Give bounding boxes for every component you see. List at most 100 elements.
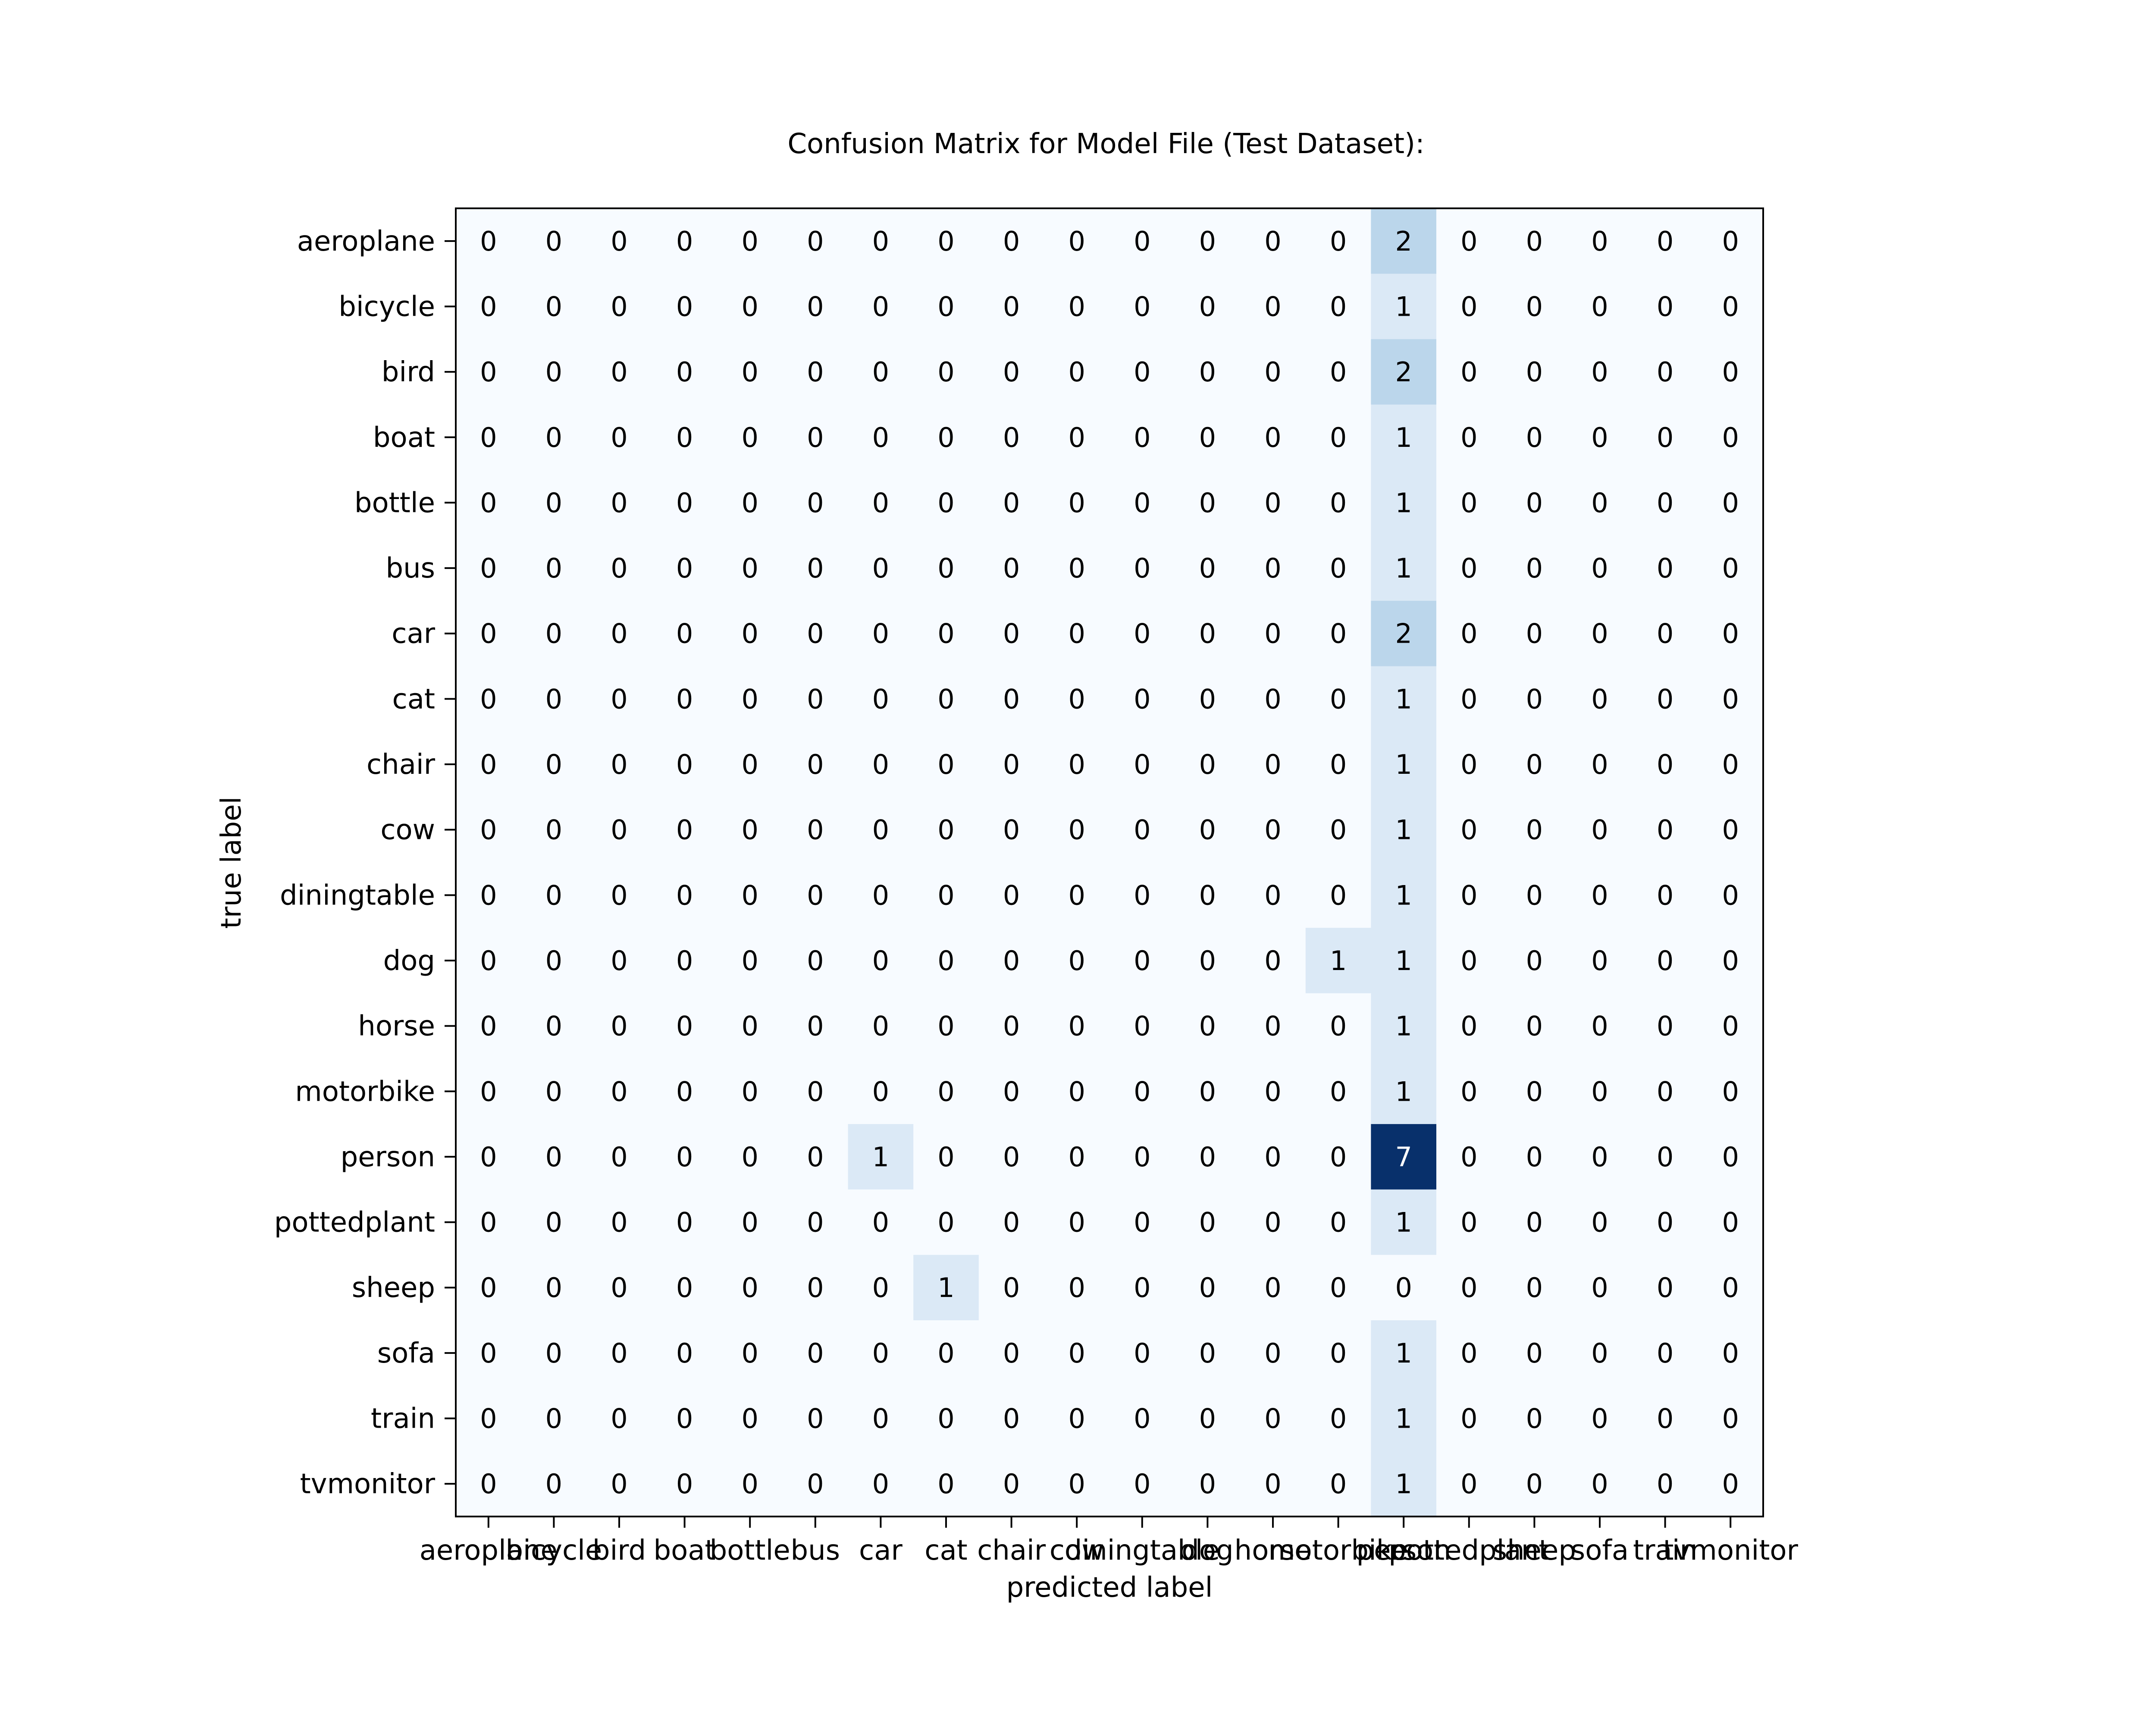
heatmap-cell <box>717 666 783 732</box>
cell-value-label: 0 <box>1460 291 1477 322</box>
heatmap-cell <box>848 797 914 863</box>
heatmap-cell <box>652 862 718 928</box>
cell-value-label: 0 <box>611 1141 627 1173</box>
cell-value-label: 0 <box>611 291 627 322</box>
cell-value-label: 0 <box>807 1338 824 1369</box>
heatmap-cell <box>1240 1124 1306 1190</box>
cell-value-label: 0 <box>807 879 824 911</box>
heatmap-cell <box>717 1189 783 1255</box>
cell-value-label: 0 <box>480 1468 497 1500</box>
cell-value-label: 0 <box>1722 1076 1739 1107</box>
heatmap-cell <box>1436 666 1502 732</box>
cell-value-label: 0 <box>1330 683 1347 715</box>
cell-value-label: 0 <box>611 1338 627 1369</box>
heatmap-cell <box>717 208 783 274</box>
heatmap-cell <box>1044 1451 1110 1517</box>
cell-value-label: 0 <box>1460 1076 1477 1107</box>
heatmap-cell <box>652 1124 718 1190</box>
cell-value-label: 0 <box>480 1403 497 1435</box>
cell-value-label: 0 <box>1134 618 1150 650</box>
cell-value-label: 0 <box>1068 1011 1085 1042</box>
cell-value-label: 0 <box>611 1207 627 1238</box>
heatmap-cell <box>1567 862 1633 928</box>
heatmap-cell <box>1044 273 1110 339</box>
cell-value-label: 0 <box>1134 1011 1150 1042</box>
cell-value-label: 0 <box>1264 1272 1281 1303</box>
cell-value-label: 0 <box>1264 553 1281 584</box>
heatmap-cell <box>783 404 849 471</box>
heatmap-cell <box>913 208 979 274</box>
cell-value-label: 1 <box>872 1141 889 1173</box>
heatmap-cell <box>783 1451 849 1517</box>
cell-value-label: 0 <box>676 356 693 388</box>
heatmap-cell <box>783 928 849 994</box>
cell-value-label: 0 <box>1264 226 1281 257</box>
heatmap-cell <box>1109 470 1175 536</box>
heatmap-cell <box>1305 1255 1371 1321</box>
cell-value-label: 0 <box>545 291 562 322</box>
cell-value-label: 0 <box>1526 226 1543 257</box>
heatmap-cell <box>1501 208 1567 274</box>
heatmap-cell <box>848 1058 914 1124</box>
heatmap-cell <box>586 1320 652 1386</box>
cell-value-label: 0 <box>545 1468 562 1500</box>
x-tick-label: cat <box>924 1535 968 1567</box>
cell-value-label: 0 <box>1526 683 1543 715</box>
heatmap-cell <box>1567 928 1633 994</box>
cell-value-label: 0 <box>1591 945 1608 977</box>
cell-value-label: 0 <box>1722 879 1739 911</box>
heatmap-cell <box>456 600 522 667</box>
cell-value-label: 0 <box>611 1468 627 1500</box>
heatmap-cell <box>1501 1124 1567 1190</box>
cell-value-label: 0 <box>1460 422 1477 453</box>
heatmap-cell <box>913 1385 979 1451</box>
heatmap-cell <box>978 600 1044 667</box>
cell-value-label: 0 <box>1330 1076 1347 1107</box>
cell-value-label: 0 <box>1460 945 1477 977</box>
heatmap-cell <box>1698 1385 1764 1451</box>
cell-value-label: 0 <box>741 226 758 257</box>
heatmap-cell <box>1698 273 1764 339</box>
cell-value-label: 0 <box>1657 422 1673 453</box>
cell-value-label: 0 <box>545 1141 562 1173</box>
cell-value-label: 0 <box>545 1011 562 1042</box>
heatmap-cell <box>456 1189 522 1255</box>
heatmap-cell <box>848 1189 914 1255</box>
y-tick-label: tvmonitor <box>300 1468 436 1500</box>
cell-value-label: 0 <box>1330 1403 1347 1435</box>
heatmap-cell <box>913 273 979 339</box>
cell-value-label: 0 <box>1330 553 1347 584</box>
heatmap-cell <box>717 600 783 667</box>
heatmap-cell <box>1109 993 1175 1059</box>
heatmap-cell <box>1567 1058 1633 1124</box>
heatmap-cell <box>1436 1385 1502 1451</box>
cell-value-label: 0 <box>1003 1468 1020 1500</box>
heatmap-cell <box>1436 1320 1502 1386</box>
heatmap-cell <box>652 1058 718 1124</box>
y-tick-label: sofa <box>377 1338 435 1369</box>
cell-value-label: 0 <box>480 291 497 322</box>
heatmap-cell <box>1175 797 1241 863</box>
cell-value-label: 0 <box>545 749 562 780</box>
heatmap-cell <box>1175 273 1241 339</box>
y-tick-label: sheep <box>352 1272 435 1304</box>
heatmap-cell <box>1044 600 1110 667</box>
heatmap-cell <box>1501 404 1567 471</box>
cell-value-label: 0 <box>1199 1011 1216 1042</box>
cell-value-label: 0 <box>1134 422 1150 453</box>
x-tick-label: aeroplane <box>420 1535 558 1567</box>
heatmap-cell <box>1698 1058 1764 1124</box>
heatmap-cell <box>783 208 849 274</box>
cell-value-label: 0 <box>1526 1011 1543 1042</box>
cell-value-label: 0 <box>1003 814 1020 846</box>
cell-value-label: 0 <box>1003 683 1020 715</box>
heatmap-cell <box>456 1451 522 1517</box>
cell-value-label: 0 <box>807 1403 824 1435</box>
cell-value-label: 0 <box>872 291 889 322</box>
heatmap-cell <box>586 339 652 405</box>
cell-value-label: 0 <box>611 1076 627 1107</box>
cell-value-label: 0 <box>1068 683 1085 715</box>
heatmap-cell <box>848 208 914 274</box>
heatmap-cell <box>1240 535 1306 601</box>
